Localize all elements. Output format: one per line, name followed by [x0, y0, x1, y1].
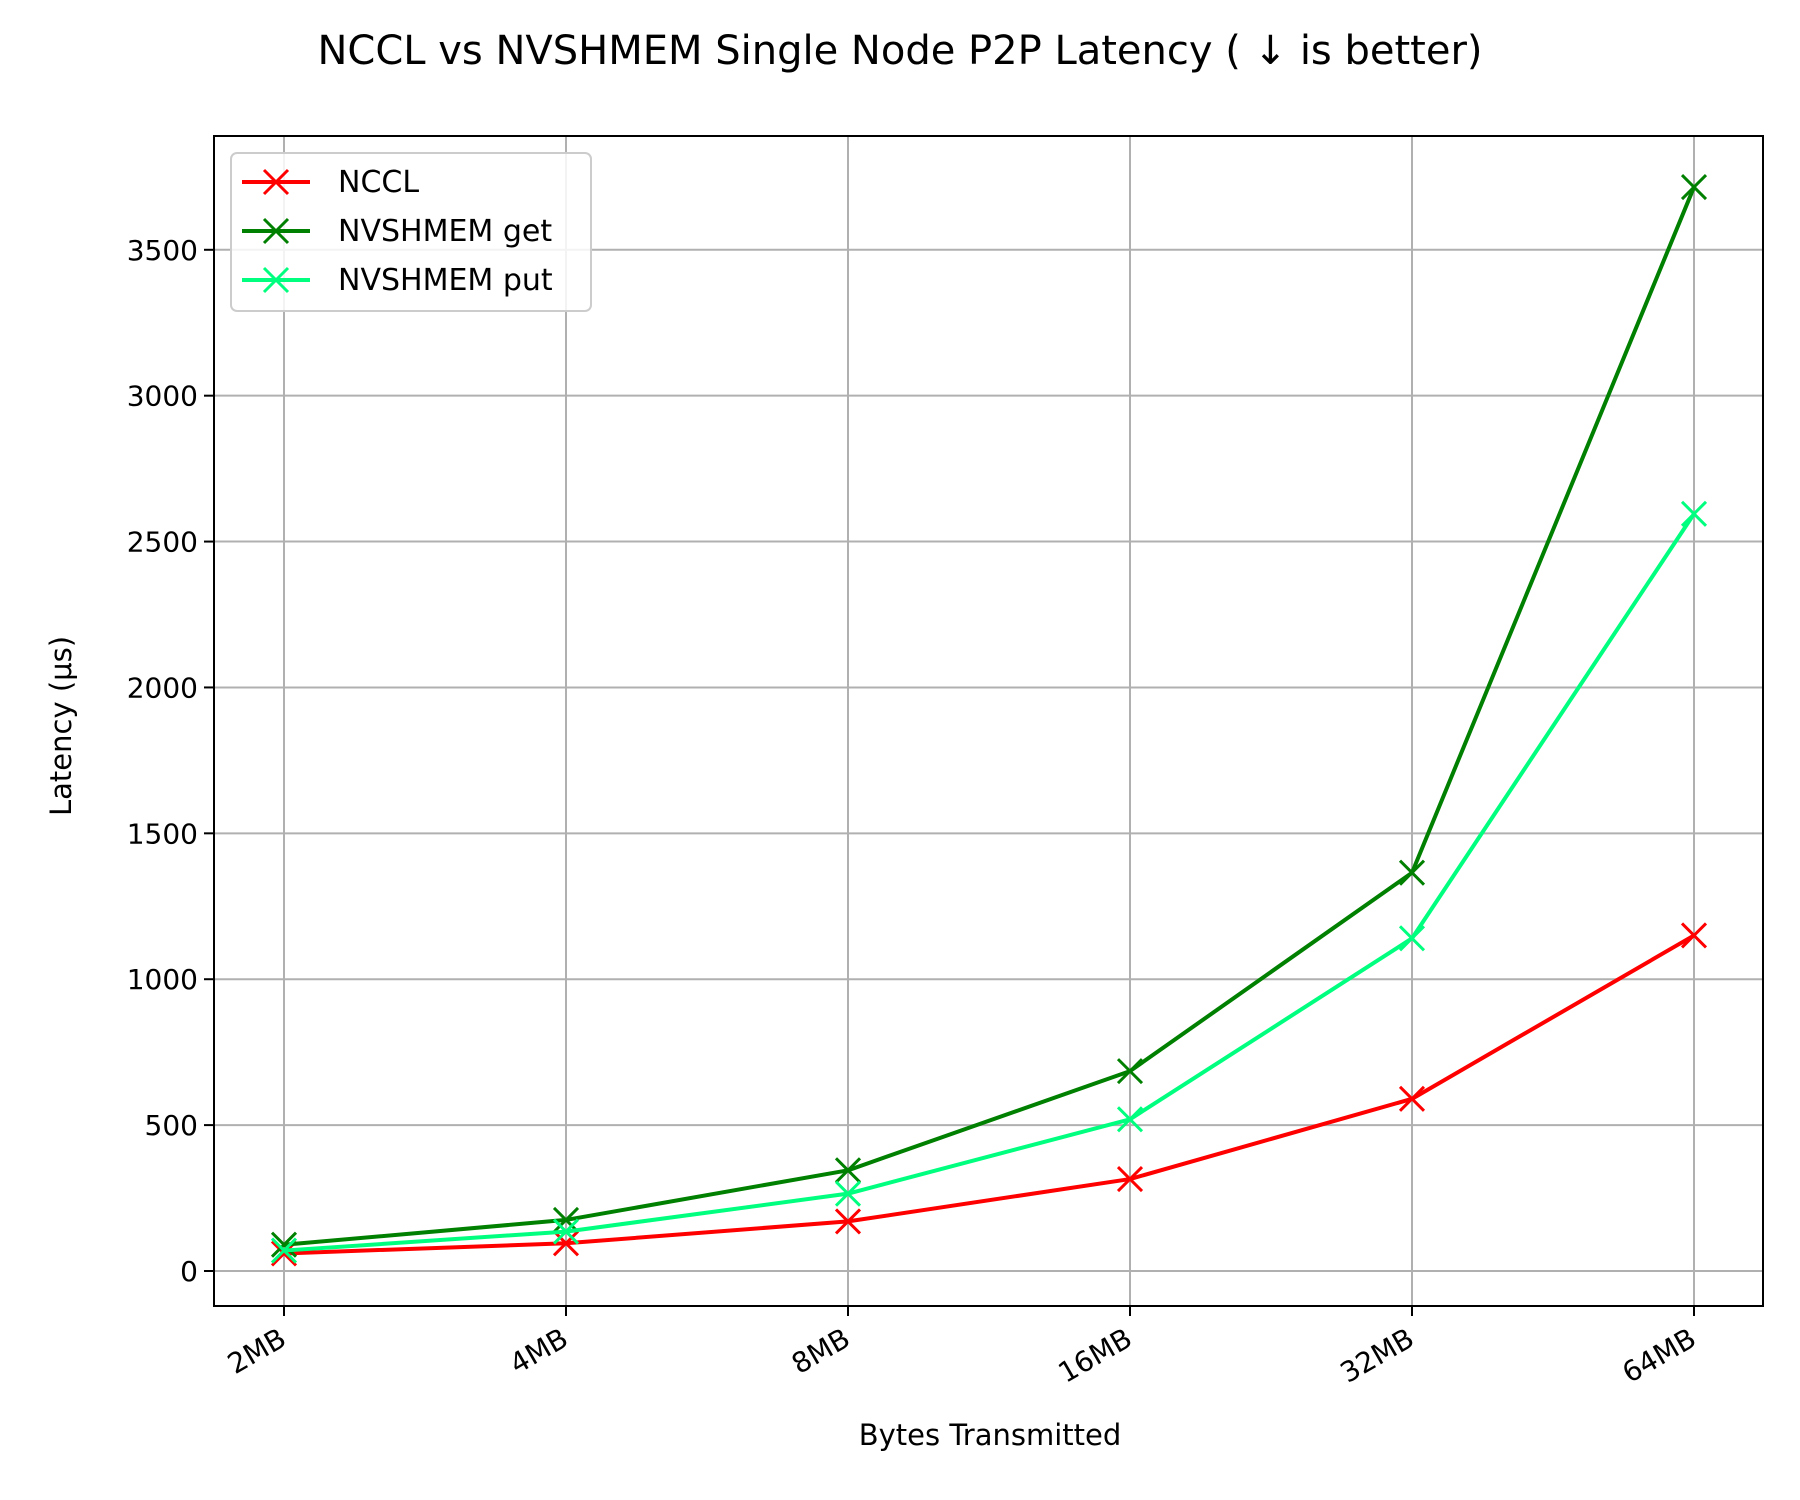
- data-point-nccl: [552, 1230, 580, 1257]
- y-axis-ticks: 0 500 1000 1500 2000 2500 3000 3500: [127, 234, 214, 1288]
- y-tick-label: 1000: [127, 963, 198, 996]
- series-line-nvshmem-put: [283, 512, 1696, 1253]
- y-tick-label: 3000: [127, 380, 198, 413]
- series-nccl: [270, 922, 1708, 1267]
- legend-item-nvshmem-get: NVSHMEM get: [242, 214, 552, 249]
- legend-item-nccl: NCCL: [242, 165, 419, 200]
- legend: NCCL NVSHMEM get NVSHMEM put: [230, 152, 592, 312]
- data-point-nccl: [1398, 1085, 1426, 1112]
- legend-item-nvshmem-put: NVSHMEM put: [242, 263, 553, 298]
- data-point-nccl: [834, 1208, 862, 1235]
- data-point-nvshmem-get: [834, 1157, 862, 1184]
- data-point-nvshmem-get: [1680, 173, 1708, 201]
- x-axis-label: Bytes Transmitted: [859, 1418, 1122, 1452]
- x-gridlines: [283, 136, 1695, 1306]
- series-line-nccl: [283, 933, 1696, 1256]
- data-point-nvshmem-get: [1398, 859, 1426, 886]
- data-point-nvshmem-get: [270, 1231, 298, 1258]
- data-point-nvshmem-put: [1680, 500, 1708, 527]
- legend-label: NCCL: [338, 165, 419, 200]
- data-point-nvshmem-put: [1398, 925, 1426, 952]
- series-layer: [270, 173, 1708, 1267]
- y-axis-label: Latency (μs): [44, 636, 78, 816]
- data-point-nvshmem-put: [1116, 1106, 1144, 1133]
- y-tick-label: 3500: [127, 234, 198, 267]
- legend-marker: [262, 217, 290, 245]
- series-nvshmem-get: [270, 173, 1708, 1258]
- y-tick-label: 0: [180, 1255, 198, 1288]
- data-point-nvshmem-get: [552, 1206, 580, 1233]
- data-point-nccl: [1116, 1166, 1144, 1193]
- legend-label: NVSHMEM put: [338, 263, 553, 298]
- data-point-nvshmem-get: [1116, 1058, 1144, 1085]
- series-nvshmem-put: [270, 500, 1708, 1264]
- legend-marker: [262, 266, 290, 294]
- axes-frame: [213, 135, 1764, 1307]
- data-point-nccl: [1680, 922, 1708, 949]
- y-tick-label: 1500: [127, 817, 198, 850]
- y-tick-label: 2000: [127, 671, 198, 704]
- data-point-nvshmem-put: [834, 1180, 862, 1207]
- legend-marker: [262, 168, 290, 196]
- legend-box: [230, 152, 592, 312]
- data-point-nvshmem-put: [552, 1218, 580, 1245]
- data-point-nvshmem-put: [270, 1237, 298, 1264]
- series-line-nvshmem-get: [283, 186, 1696, 1247]
- y-tick-label: 2500: [127, 526, 198, 559]
- chart-title: NCCL vs NVSHMEM Single Node P2P Latency …: [317, 28, 1482, 74]
- legend-label: NVSHMEM get: [338, 214, 552, 249]
- y-tick-label: 500: [145, 1109, 198, 1142]
